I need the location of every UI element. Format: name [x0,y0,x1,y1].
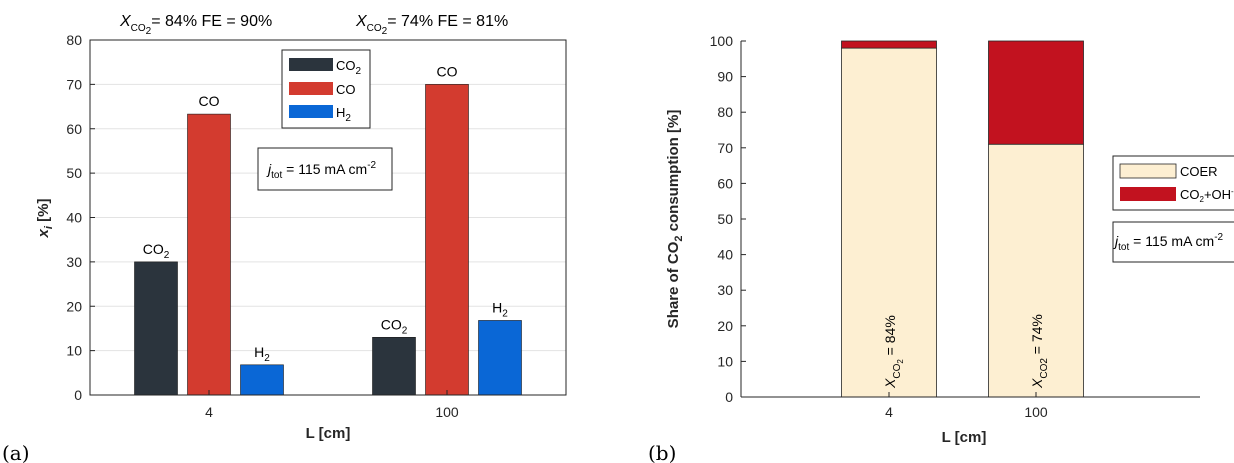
stacked-bar-segment [988,143,1084,398]
bar-label: CO2 [381,316,408,336]
y-tick-label: 80 [66,32,82,48]
bar [187,113,231,396]
legend-swatch-co2-oh [1120,187,1176,201]
bar [425,84,469,396]
panel-label-b: (b) [648,441,676,463]
y-tick-label: 10 [717,353,733,369]
y-tick-label: 0 [725,389,733,405]
y-tick-label: 60 [66,121,82,137]
chart-b: 0 10 20 30 40 50 60 70 80 90 100 4 100 Share of CO2… [648,33,1234,463]
chart-a: CO2 CO H2 CO2 CO H2 0 10 20 30 40 50 60 70 80 4 100 XC… [2,13,567,463]
y-tick-label: 30 [717,282,733,298]
y-tick-label: 50 [717,211,733,227]
y-tick-label: 70 [717,140,733,156]
x-tick-label: 100 [435,404,459,420]
panel-label-a: (a) [2,441,30,463]
chart-a-x-label: L [cm] [306,425,351,442]
y-tick-label: 80 [717,104,733,120]
bar-label: CO [199,93,220,109]
y-tick-label: 100 [710,33,734,49]
y-tick-label: 60 [717,175,733,191]
stacked-bar-segment [841,40,937,49]
legend-label-co2-oh: CO2+OH- [1180,187,1234,204]
bar-label: CO [437,63,458,79]
x-tick-label: 4 [885,404,893,420]
y-tick-label: 10 [66,343,82,359]
chart-a-bars: CO2 CO H2 CO2 CO H2 [134,63,522,396]
bar-label: H2 [254,344,270,364]
chart-a-y-ticks: 0 10 20 30 40 50 60 70 80 [66,32,95,403]
legend-label-coer: COER [1180,164,1218,179]
x-tick-label: 4 [205,404,213,420]
legend-swatch-coer [1119,163,1177,179]
chart-b-legend: COER CO2+OH- [1112,155,1234,211]
chart-b-bars [841,40,1084,398]
chart-b-y-label: Share of CO2 consumption [%] [665,110,685,329]
chart-a-y-label: xi [%] [35,199,55,239]
x-tick-label: 100 [1024,404,1048,420]
bar [240,364,284,396]
chart-b-plot-area [741,41,1200,397]
bar-label: H2 [492,299,508,319]
chart-b-x-label: L [cm] [942,429,987,446]
chart-a-x-ticks: 4 100 [205,390,459,420]
bar-label: CO2 [143,241,170,261]
chart-b-current-density-box: jtot = 115 mA cm-2 [1112,221,1234,263]
bar [478,320,522,396]
y-tick-label: 0 [74,387,82,403]
legend-swatch-co [289,82,333,95]
y-tick-label: 50 [66,165,82,181]
chart-a-legend: CO2 CO H2 [281,49,371,129]
bar [372,337,416,396]
bar [134,261,178,396]
chart-a-title-left: XCO2= 84% FE = 90% [119,13,272,37]
svg-text:jtot = 115 mA cm-2: jtot = 115 mA cm-2 [266,160,377,181]
y-tick-label: 20 [717,318,733,334]
chart-a-current-density-box: jtot = 115 mA cm-2 [257,147,393,191]
svg-text:jtot = 115 mA cm-2: jtot = 115 mA cm-2 [1113,232,1224,253]
chart-b-x-ticks: 4 100 [885,392,1048,420]
legend-label-co: CO [336,82,356,97]
legend-label-h2: H2 [336,105,351,124]
y-tick-label: 40 [66,210,82,226]
y-tick-label: 90 [717,69,733,85]
chart-a-axes-box [89,39,567,396]
y-tick-label: 30 [66,254,82,270]
chart-a-title-right: XCO2= 74% FE = 81% [355,13,508,37]
legend-swatch-h2 [289,105,333,118]
legend-label-co2: CO2 [336,58,362,77]
chart-b-bar-label-4: XCO2 = 84% [882,315,905,389]
stacked-bar-segment [988,40,1084,145]
stacked-bar-segment [841,47,937,398]
legend-swatch-co2 [289,58,333,71]
chart-b-y-ticks: 0 10 20 30 40 50 60 70 80 90 100 [710,33,746,405]
y-tick-label: 40 [717,247,733,263]
chart-b-bar-label-100: XCO2 = 74% [1029,314,1050,389]
y-tick-label: 20 [66,298,82,314]
y-tick-label: 70 [66,76,82,92]
